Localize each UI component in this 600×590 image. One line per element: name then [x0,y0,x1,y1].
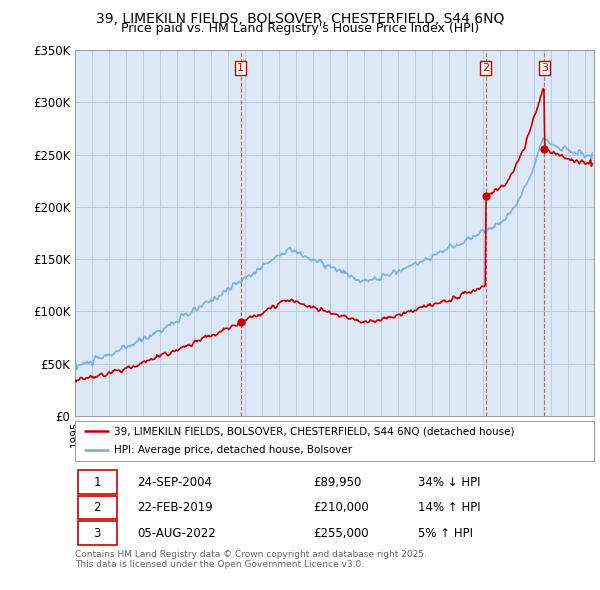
Text: 3: 3 [94,526,101,539]
Text: 3: 3 [541,63,548,73]
Text: 5% ↑ HPI: 5% ↑ HPI [418,526,473,539]
Text: £255,000: £255,000 [314,526,370,539]
FancyBboxPatch shape [77,496,116,519]
Text: 1: 1 [94,476,101,489]
FancyBboxPatch shape [77,522,116,545]
Text: 1: 1 [237,63,244,73]
Text: 2: 2 [94,501,101,514]
Text: 39, LIMEKILN FIELDS, BOLSOVER, CHESTERFIELD, S44 6NQ: 39, LIMEKILN FIELDS, BOLSOVER, CHESTERFI… [96,12,504,26]
FancyBboxPatch shape [77,470,116,494]
Text: 39, LIMEKILN FIELDS, BOLSOVER, CHESTERFIELD, S44 6NQ (detached house): 39, LIMEKILN FIELDS, BOLSOVER, CHESTERFI… [114,427,514,436]
Text: 24-SEP-2004: 24-SEP-2004 [137,476,212,489]
Text: Price paid vs. HM Land Registry's House Price Index (HPI): Price paid vs. HM Land Registry's House … [121,22,479,35]
Text: 34% ↓ HPI: 34% ↓ HPI [418,476,480,489]
Text: £89,950: £89,950 [314,476,362,489]
Text: 05-AUG-2022: 05-AUG-2022 [137,526,216,539]
Text: 14% ↑ HPI: 14% ↑ HPI [418,501,480,514]
Text: £210,000: £210,000 [314,501,370,514]
Text: HPI: Average price, detached house, Bolsover: HPI: Average price, detached house, Bols… [114,445,352,455]
Text: Contains HM Land Registry data © Crown copyright and database right 2025.
This d: Contains HM Land Registry data © Crown c… [75,550,427,569]
Text: 2: 2 [482,63,490,73]
Text: 22-FEB-2019: 22-FEB-2019 [137,501,213,514]
